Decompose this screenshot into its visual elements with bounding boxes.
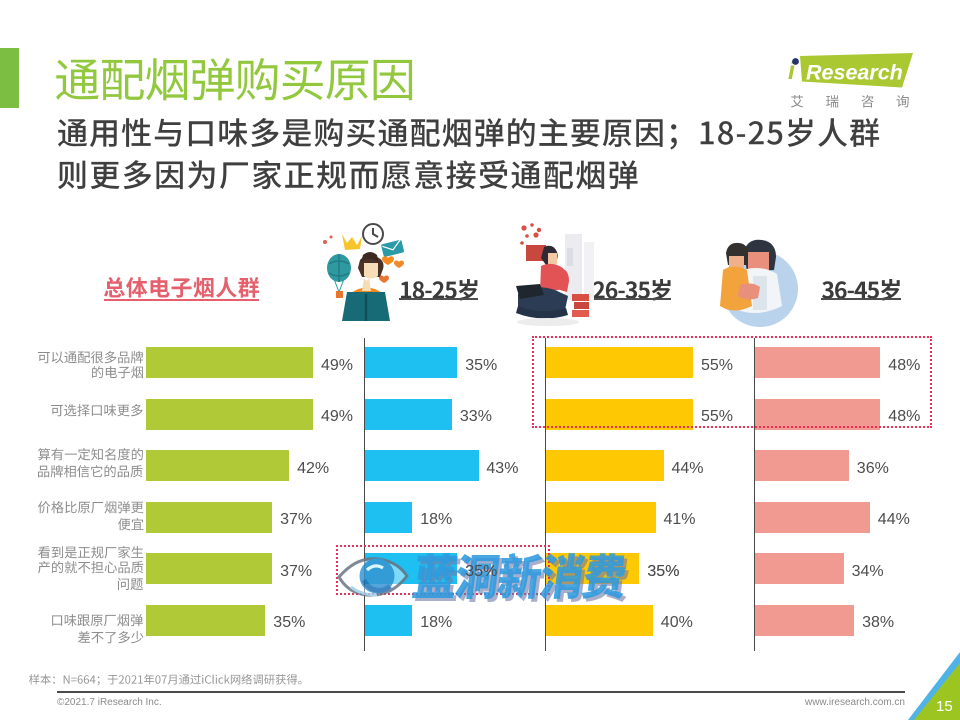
svg-text:15: 15 bbox=[936, 698, 953, 715]
svg-text:Research: Research bbox=[806, 61, 903, 85]
svg-text:i: i bbox=[788, 57, 796, 85]
